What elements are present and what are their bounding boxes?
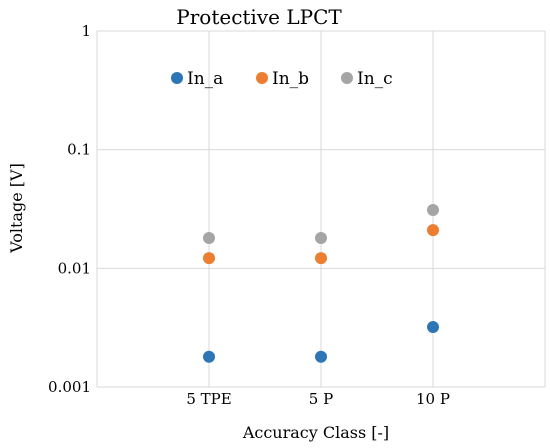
data-point-in-c: [315, 232, 327, 245]
data-point-in-b: [427, 224, 439, 237]
data-points: [203, 204, 439, 363]
data-point-in-b: [315, 252, 327, 265]
legend-marker: [256, 72, 268, 84]
data-point-in-c: [427, 204, 439, 217]
x-tick-label: 5 TPE: [186, 390, 231, 408]
y-tick-label: 0.001: [48, 378, 91, 396]
x-axis-ticks: 5 TPE 5 P 10 P: [186, 390, 450, 408]
data-point-in-a: [427, 321, 439, 334]
x-tick-label: 10 P: [416, 390, 450, 408]
data-point-in-a: [315, 350, 327, 363]
y-tick-label: 0.1: [67, 141, 91, 159]
legend-marker: [341, 72, 353, 84]
legend-label: In_a: [187, 69, 223, 89]
data-point-in-b: [203, 252, 215, 265]
y-axis-label: Voltage [V]: [7, 163, 26, 254]
legend-label: In_c: [357, 69, 393, 89]
data-point-in-a: [203, 350, 215, 363]
x-tick-label: 5 P: [309, 390, 333, 408]
data-point-in-c: [203, 232, 215, 245]
y-tick-label: 0.01: [58, 259, 91, 277]
legend-label: In_b: [272, 69, 309, 89]
gridlines: [96, 30, 546, 388]
y-tick-label: 1: [81, 22, 91, 40]
legend-marker: [171, 72, 183, 84]
y-axis-ticks: 1 0.1 0.01 0.001: [48, 22, 91, 396]
chart-title: Protective LPCT: [176, 5, 342, 29]
legend: In_a In_b In_c: [171, 69, 393, 89]
x-axis-label: Accuracy Class [-]: [242, 423, 389, 442]
